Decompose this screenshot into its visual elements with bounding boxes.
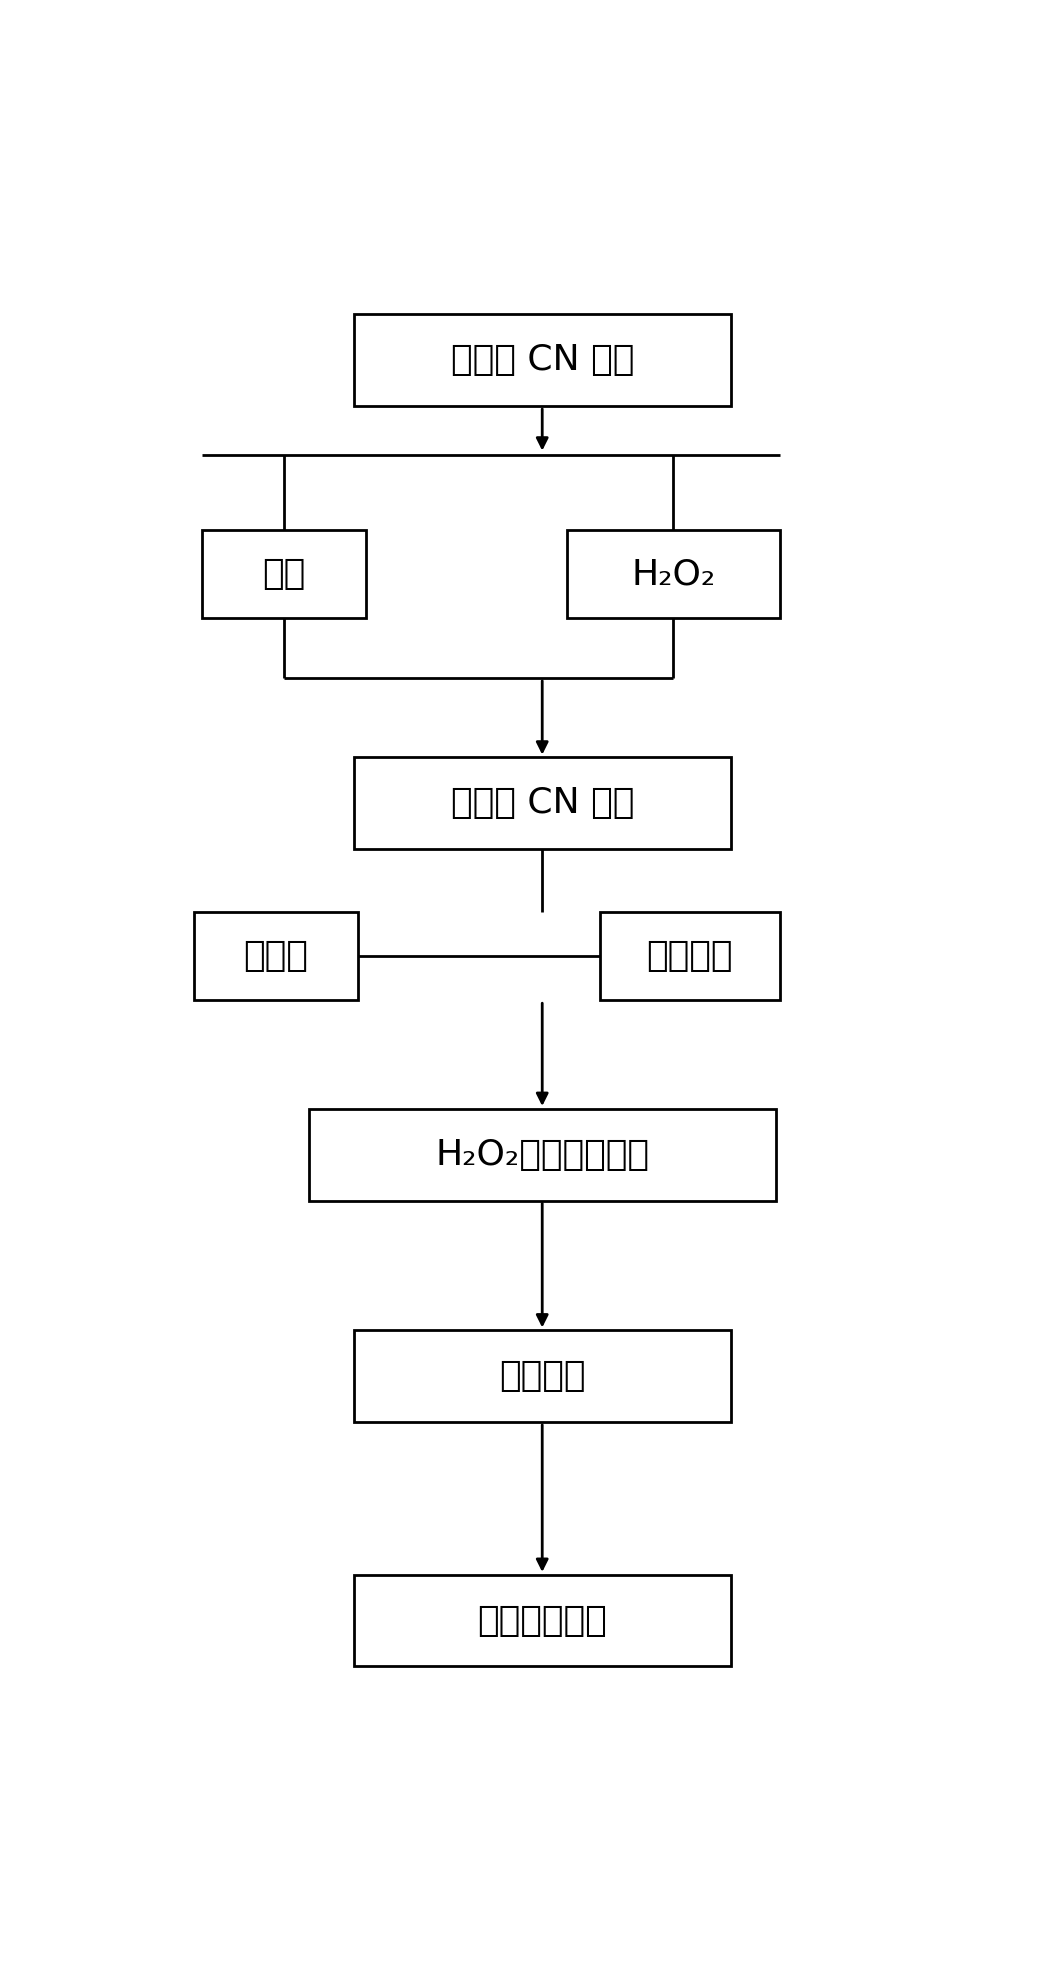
Text: 电解: 电解 (262, 558, 306, 591)
Bar (353, 758, 731, 849)
Bar (353, 313, 731, 407)
Text: 催化剂: 催化剂 (243, 938, 308, 972)
Bar (600, 913, 780, 1000)
Text: 低浓度 CN 废水: 低浓度 CN 废水 (451, 786, 634, 819)
Text: 高浓度 CN 废水: 高浓度 CN 废水 (451, 343, 634, 377)
Text: H₂O₂氧化深度破氰: H₂O₂氧化深度破氰 (435, 1137, 650, 1173)
Text: H₂O₂: H₂O₂ (632, 558, 715, 591)
Bar (353, 1575, 731, 1667)
Bar (194, 913, 358, 1000)
Text: 破氰彻底: 破氰彻底 (499, 1359, 585, 1393)
Text: 铁氧体除金属: 铁氧体除金属 (477, 1603, 607, 1637)
Text: 络合金属: 络合金属 (646, 938, 733, 972)
Bar (309, 1109, 776, 1200)
Bar (567, 530, 780, 619)
Bar (202, 530, 366, 619)
Bar (353, 1331, 731, 1423)
